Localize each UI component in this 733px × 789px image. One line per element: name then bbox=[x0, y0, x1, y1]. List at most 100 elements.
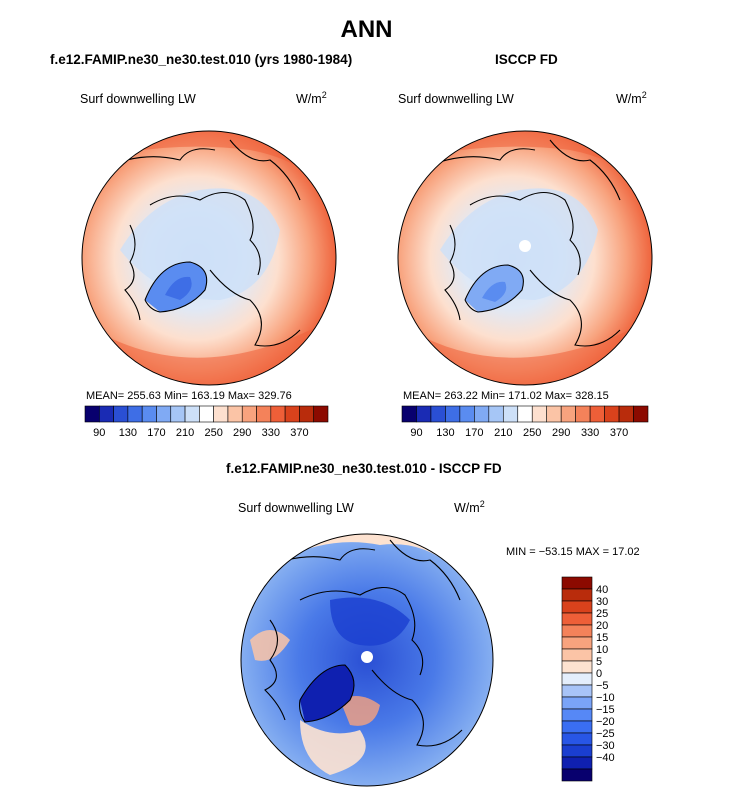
right-colorbar-swatch bbox=[633, 405, 649, 423]
diff-units-label: W/m2 bbox=[454, 499, 485, 516]
diff-polar-map bbox=[241, 534, 493, 786]
diff-colorbar-swatch bbox=[561, 636, 593, 650]
diff-map-warm-center bbox=[340, 696, 380, 726]
left-colorbar-swatch bbox=[184, 405, 200, 423]
left-variable-label: Surf downwelling LW bbox=[80, 92, 196, 106]
diff-colorbar-swatch bbox=[561, 588, 593, 602]
left-colorbar: 90 130 170 210 250 290 330 370 bbox=[84, 405, 329, 439]
right-map-greenland-core bbox=[482, 281, 507, 302]
right-stats: MEAN= 263.22 Min= 171.02 Max= 328.15 bbox=[403, 390, 609, 402]
diff-colorbar-swatch bbox=[561, 612, 593, 626]
left-colorbar-swatch bbox=[299, 405, 315, 423]
left-colorbar-swatch bbox=[98, 405, 114, 423]
right-units-label: W/m2 bbox=[616, 90, 647, 107]
right-colorbar-swatch bbox=[604, 405, 620, 423]
diff-stats: MIN = −53.15 MAX = 17.02 bbox=[506, 546, 640, 558]
diff-colorbar-tick-label: −40 bbox=[596, 752, 615, 764]
right-colorbar-swatch bbox=[517, 405, 533, 423]
left-colorbar-tick-label: 330 bbox=[262, 427, 280, 439]
left-colorbar-swatch bbox=[84, 405, 100, 423]
right-colorbar-swatch bbox=[502, 405, 519, 423]
left-colorbar-swatch bbox=[313, 405, 329, 423]
diff-colorbar-tick-label: 20 bbox=[596, 620, 608, 632]
diff-colorbar-swatch bbox=[561, 648, 593, 662]
diff-map-border bbox=[240, 533, 494, 787]
right-colorbar-swatch bbox=[430, 405, 446, 423]
diff-colorbar-tick-label: 15 bbox=[596, 632, 608, 644]
right-colorbar-swatch bbox=[618, 405, 634, 423]
diff-colorbar-swatch bbox=[561, 660, 593, 674]
right-polar-map bbox=[398, 131, 652, 385]
left-colorbar-swatch bbox=[284, 405, 300, 423]
diff-colorbar-tick-label: 40 bbox=[596, 584, 608, 596]
diff-map-warm-west bbox=[250, 630, 290, 661]
right-colorbar-tick-label: 90 bbox=[410, 427, 422, 439]
diff-colorbar-tick-label: −30 bbox=[596, 740, 615, 752]
diff-colorbar-tick-label: 5 bbox=[596, 656, 602, 668]
diff-colorbar-swatch bbox=[561, 708, 593, 722]
right-colorbar-swatch bbox=[560, 405, 576, 423]
right-colorbar-tick-label: 250 bbox=[523, 427, 541, 439]
right-colorbar-tick-label: 290 bbox=[552, 427, 570, 439]
left-map-warm-band bbox=[90, 131, 336, 230]
left-colorbar-swatch bbox=[227, 405, 243, 423]
left-stats: MEAN= 255.63 Min= 163.19 Max= 329.76 bbox=[86, 390, 292, 402]
diff-colorbar-tick-label: −25 bbox=[596, 728, 615, 740]
left-units-label: W/m2 bbox=[296, 90, 327, 107]
left-colorbar-swatch bbox=[241, 405, 257, 423]
right-colorbar-swatch bbox=[459, 405, 475, 423]
left-map-border bbox=[81, 130, 337, 386]
right-variable-label: Surf downwelling LW bbox=[398, 92, 514, 106]
left-colorbar-tick-label: 370 bbox=[290, 427, 308, 439]
diff-colorbar-swatch bbox=[561, 696, 593, 710]
diff-colorbar-swatch bbox=[561, 768, 593, 782]
right-map-pole-hole bbox=[519, 240, 531, 252]
left-map-greenland-core bbox=[165, 276, 192, 300]
left-panel-title: f.e12.FAMIP.ne30_ne30.test.010 (yrs 1980… bbox=[50, 52, 353, 67]
diff-colorbar-tick-label: −10 bbox=[596, 692, 615, 704]
left-polar-map bbox=[82, 131, 336, 385]
right-colorbar-tick-label: 330 bbox=[581, 427, 599, 439]
diff-colorbar-swatch bbox=[561, 684, 593, 698]
diff-variable-label: Surf downwelling LW bbox=[238, 501, 354, 515]
right-colorbar-tick-label: 130 bbox=[436, 427, 454, 439]
left-colorbar-swatch bbox=[156, 405, 172, 423]
right-colorbar-swatch bbox=[546, 405, 562, 423]
left-map-cold-region bbox=[120, 188, 280, 300]
diff-colorbar-tick-label: −15 bbox=[596, 704, 615, 716]
diff-colorbar-swatch bbox=[561, 576, 593, 590]
left-colorbar-tick-label: 290 bbox=[233, 427, 251, 439]
right-colorbar-swatch bbox=[445, 405, 461, 423]
left-colorbar-swatch bbox=[127, 405, 143, 423]
right-colorbar-swatch bbox=[575, 405, 591, 423]
diff-colorbar-swatch bbox=[561, 672, 593, 686]
diff-colorbar-swatch bbox=[561, 744, 593, 758]
diff-panel-title: f.e12.FAMIP.ne30_ne30.test.010 - ISCCP F… bbox=[226, 461, 502, 476]
diff-colorbar-tick-label: 25 bbox=[596, 608, 608, 620]
diff-colorbar-tick-label: 30 bbox=[596, 596, 608, 608]
left-colorbar-swatch bbox=[270, 405, 286, 423]
diff-colorbar-tick-label: 0 bbox=[596, 668, 602, 680]
right-colorbar-tick-label: 170 bbox=[465, 427, 483, 439]
left-map-coastlines bbox=[99, 139, 301, 347]
diff-colorbar-tick-label: 10 bbox=[596, 644, 608, 656]
diff-colorbar-swatch bbox=[561, 720, 593, 734]
right-colorbar-swatch bbox=[589, 405, 605, 423]
right-map-warm-band bbox=[405, 131, 652, 230]
right-colorbar-swatch bbox=[531, 405, 548, 423]
left-colorbar-tick-label: 210 bbox=[176, 427, 194, 439]
left-colorbar-swatch bbox=[170, 405, 186, 423]
right-colorbar-swatch bbox=[488, 405, 504, 423]
diff-colorbar-swatch bbox=[561, 624, 593, 638]
diff-map-pole-hole bbox=[361, 651, 373, 663]
left-colorbar-swatch bbox=[113, 405, 129, 423]
right-map-border bbox=[397, 130, 653, 386]
left-colorbar-swatch bbox=[199, 405, 214, 423]
right-map-cold-region bbox=[440, 188, 598, 300]
right-colorbar: 90 130 170 210 250 290 330 370 bbox=[401, 405, 649, 439]
right-colorbar-swatch bbox=[416, 405, 432, 423]
diff-colorbar-tick-label: −5 bbox=[596, 680, 609, 692]
left-colorbar-tick-label: 130 bbox=[119, 427, 137, 439]
